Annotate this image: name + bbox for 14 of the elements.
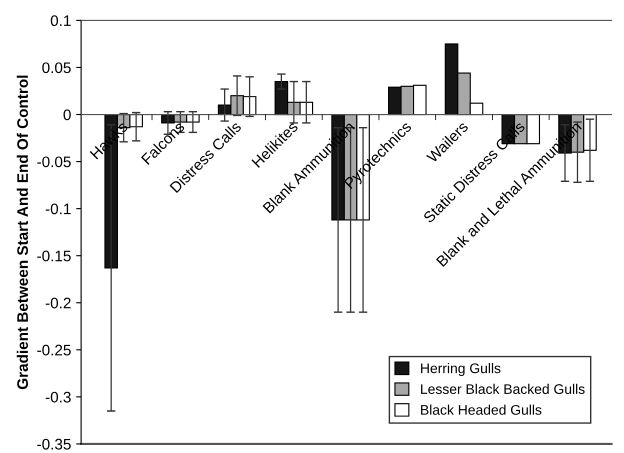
legend-label: Black Headed Gulls [421,404,542,415]
legend-label: Lesser Black Backed Gulls [421,384,585,394]
y-tick-label: -0.2 [46,298,71,308]
y-tick-label: -0.15 [37,250,71,262]
y-tick-label: 0 [64,109,71,120]
y-axis-title: Gradient Between Start And End Of Control [16,76,28,390]
legend-label: Herring Gulls [421,363,500,376]
y-tick-label: 0.05 [42,62,71,74]
y-tick-label: -0.35 [37,438,71,450]
y-tick-label: -0.05 [37,156,71,168]
y-tick-label: -0.25 [37,344,71,356]
y-tick-label: -0.1 [46,204,71,214]
y-tick-label: 0.1 [50,15,71,26]
y-tick-label: -0.3 [46,392,71,403]
